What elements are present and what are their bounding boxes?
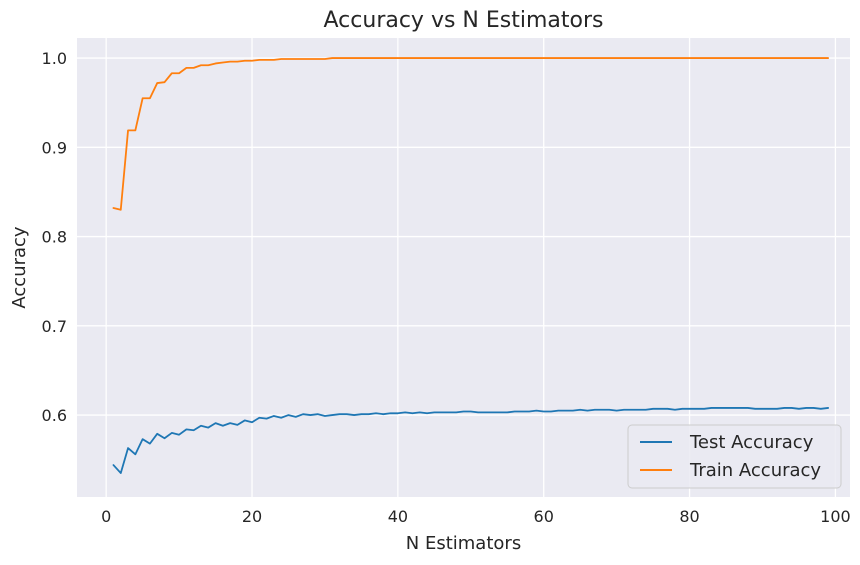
legend-label: Test Accuracy [689,432,814,453]
y-tick-labels: 0.6 0.7 0.8 0.9 1.0 [42,49,67,425]
x-tick-label: 60 [534,507,554,526]
legend-box [627,424,842,489]
plot-area [77,38,850,497]
x-tick-label: 0 [101,507,111,526]
x-axis-title: N Estimators [406,533,521,554]
x-tick-label: 40 [388,507,408,526]
series-lines [112,57,830,474]
x-tick-label: 100 [820,507,851,526]
chart-title: Accuracy vs N Estimators [324,8,604,33]
series-line-test-accuracy [112,407,830,474]
y-tick-label: 0.6 [42,406,67,425]
legend: Test Accuracy Train Accuracy [627,424,842,489]
y-tick-label: 0.7 [42,317,67,336]
x-tick-labels: 0 20 40 60 80 100 [101,507,851,526]
series-line-train-accuracy [112,57,830,211]
x-tick-label: 80 [679,507,699,526]
x-tick-label: 20 [242,507,262,526]
y-tick-label: 0.9 [42,138,67,157]
y-tick-label: 1.0 [42,49,67,68]
y-tick-label: 0.8 [42,228,67,247]
legend-label: Train Accuracy [689,460,821,481]
y-axis-title: Accuracy [9,226,30,309]
